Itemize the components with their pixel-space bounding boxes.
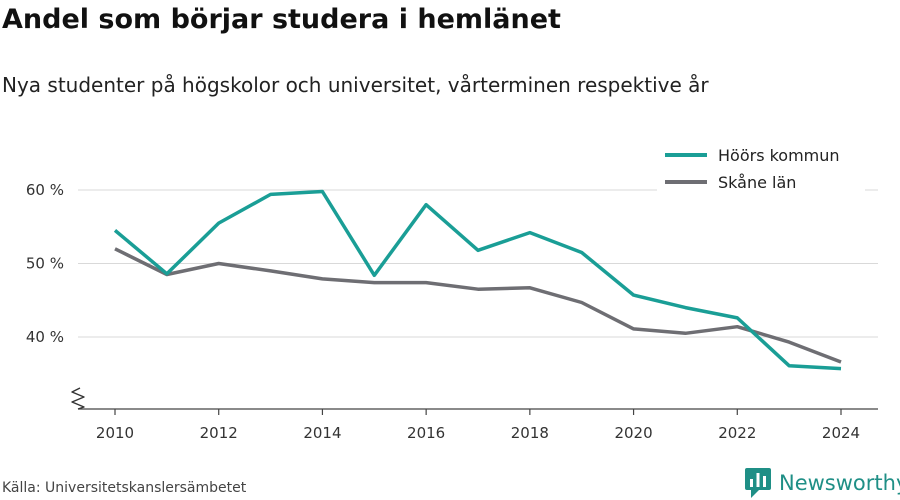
- newsworthy-brand: Newsworthy: [745, 466, 900, 500]
- x-tick-label: 2022: [718, 424, 756, 442]
- x-tick-label: 2010: [96, 424, 134, 442]
- x-tick-label: 2014: [303, 424, 341, 442]
- x-tick-label: 2020: [614, 424, 652, 442]
- legend-label: Skåne län: [718, 173, 796, 192]
- x-tick-label: 2016: [407, 424, 445, 442]
- series-line-höörs-kommun: [113, 189, 842, 371]
- y-tick-label: 50 %: [26, 255, 64, 273]
- x-tick-label: 2018: [511, 424, 549, 442]
- line-chart: 40 % 50 % 60 % 2010 2012 2014 2016 2018 2020 2022…: [25, 146, 878, 442]
- x-tick-label: 2012: [200, 424, 238, 442]
- newsworthy-logo-icon: [745, 468, 771, 498]
- y-tick-label: 40 %: [26, 328, 64, 346]
- chart-title: Andel som börjar studera i hemlänet: [2, 4, 561, 35]
- y-tick-label: 60 %: [26, 181, 64, 199]
- series-line-skåne-län: [114, 247, 842, 364]
- axis-break-icon: [71, 387, 85, 410]
- chart-subtitle: Nya studenter på högskolor och universit…: [2, 73, 709, 97]
- legend-label: Höörs kommun: [718, 146, 840, 165]
- source-note: Källa: Universitetskanslersämbetet: [2, 480, 247, 496]
- x-tick-label: 2024: [822, 424, 860, 442]
- brand-name: Newsworthy: [779, 471, 900, 495]
